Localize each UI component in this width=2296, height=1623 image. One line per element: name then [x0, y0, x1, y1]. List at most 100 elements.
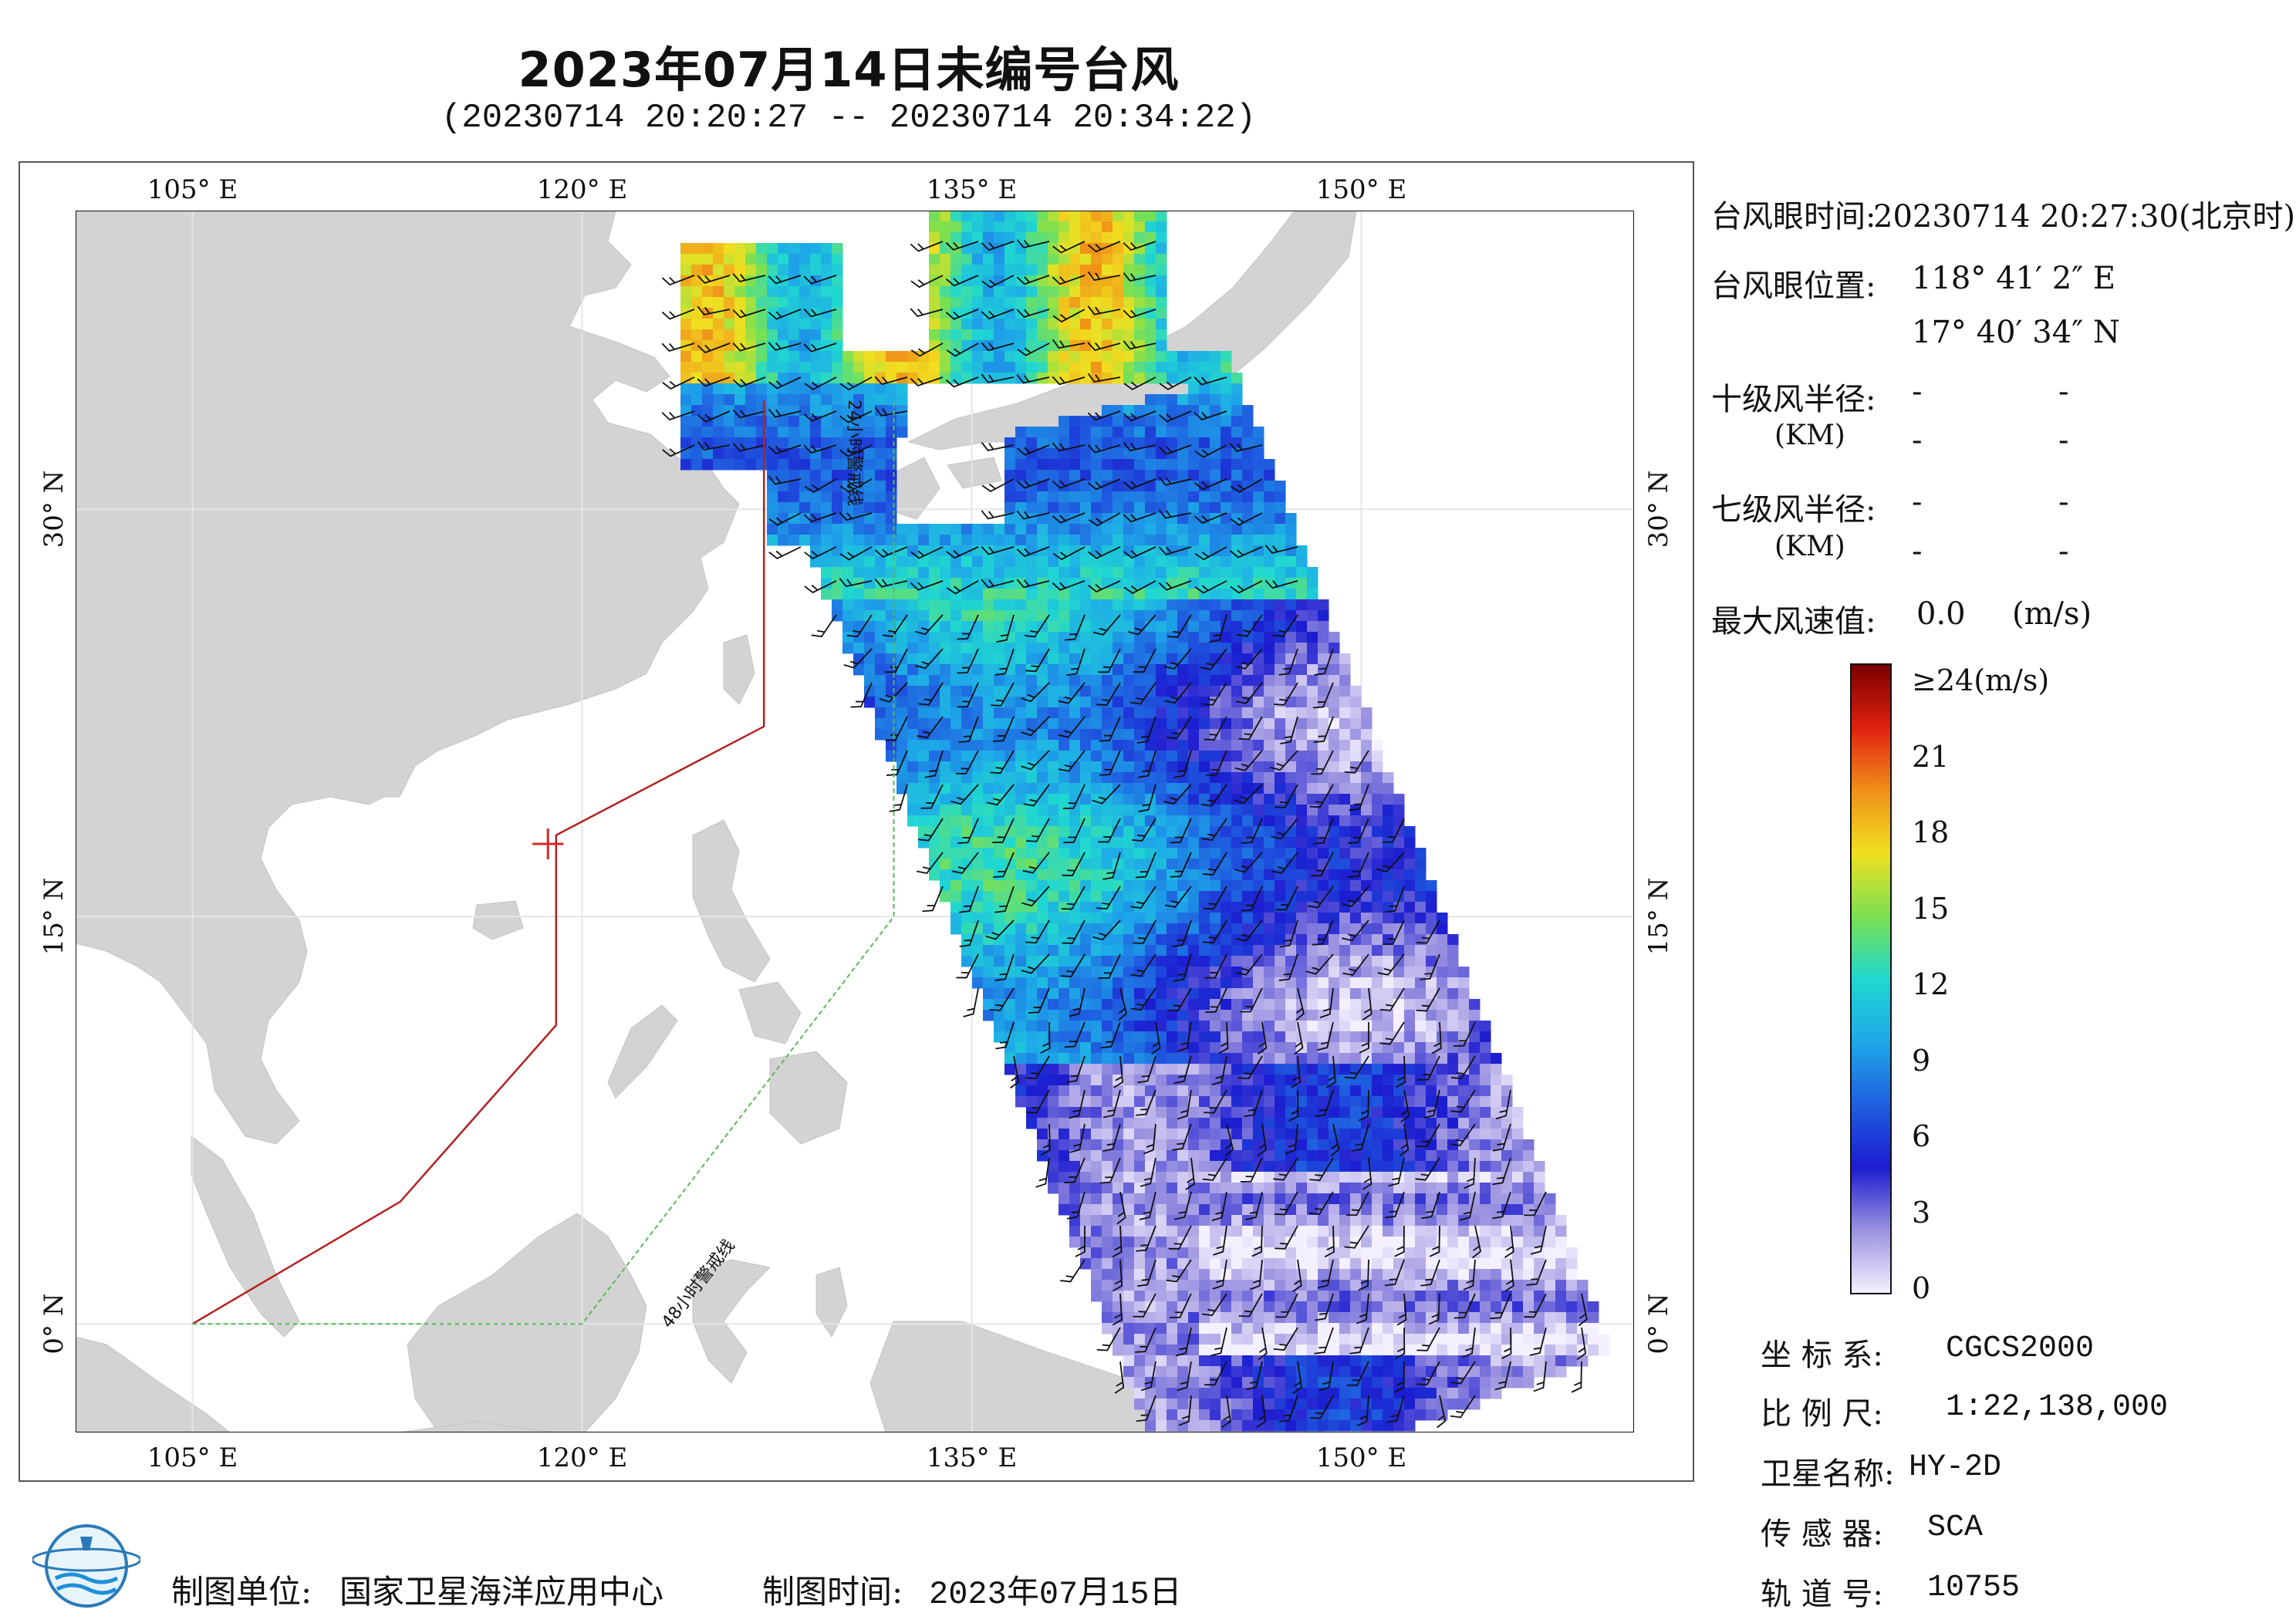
- wind-cell: [1210, 362, 1221, 373]
- wind-cell: [1393, 1129, 1405, 1140]
- wind-cell: [1069, 675, 1081, 687]
- wind-cell: [983, 329, 994, 341]
- wind-cell: [1026, 632, 1038, 643]
- wind-cell: [1426, 1323, 1437, 1335]
- wind-cell: [1393, 902, 1405, 913]
- wind-cell: [1026, 675, 1038, 687]
- wind-cell: [1296, 653, 1308, 665]
- wind-cell: [1134, 1129, 1146, 1140]
- wind-cell: [983, 599, 994, 611]
- wind-cell: [832, 319, 843, 330]
- wind-cell: [994, 632, 1005, 643]
- wind-cell: [1015, 427, 1027, 438]
- wind-cell: [680, 383, 692, 395]
- wind-cell: [853, 567, 865, 579]
- wind-cell: [1221, 632, 1232, 643]
- wind-cell: [961, 761, 973, 773]
- wind-cell: [961, 535, 973, 546]
- wind-cell: [1004, 556, 1016, 568]
- wind-cell: [788, 243, 800, 255]
- wind-cell: [1059, 351, 1070, 363]
- wind-cell: [702, 243, 714, 255]
- wind-cell: [1113, 405, 1124, 417]
- wind-cell: [1123, 1031, 1135, 1043]
- wind-cell: [994, 610, 1005, 622]
- wind-cell: [1037, 319, 1048, 330]
- wind-cell: [994, 211, 1005, 222]
- wind-cell: [1048, 329, 1059, 341]
- wind-cell: [1177, 1193, 1189, 1205]
- wind-cell: [1123, 297, 1135, 309]
- wind-cell: [1015, 837, 1027, 849]
- wind-cell: [1264, 621, 1275, 633]
- wind-cell: [1275, 1193, 1286, 1205]
- wind-cell: [1221, 772, 1232, 784]
- wind-cell: [983, 675, 994, 687]
- wind-cell: [1350, 902, 1362, 913]
- wind-cell: [1037, 783, 1048, 795]
- wind-cell: [1080, 740, 1092, 751]
- wind-cell: [1512, 1183, 1524, 1194]
- wind-cell: [1318, 1085, 1329, 1097]
- wind-cell: [1199, 761, 1210, 773]
- wind-cell: [1404, 1247, 1416, 1259]
- wind-cell: [1339, 902, 1351, 913]
- wind-cell: [1059, 254, 1070, 265]
- wind-cell: [1134, 675, 1146, 687]
- wind-cell: [1156, 643, 1167, 654]
- wind-cell: [1264, 1312, 1275, 1324]
- wind-cell: [1242, 1258, 1254, 1270]
- wind-cell: [1037, 297, 1048, 309]
- wind-cell: [907, 794, 919, 805]
- wind-cell: [1156, 1247, 1167, 1259]
- wind-cell: [702, 448, 714, 460]
- wind-cell: [1415, 1085, 1427, 1097]
- wind-cell: [1437, 1215, 1448, 1227]
- wind-cell: [1545, 1345, 1556, 1356]
- wind-cell: [1350, 826, 1362, 838]
- wind-cell: [961, 254, 973, 265]
- wind-cell: [1296, 772, 1308, 784]
- wind-cell: [907, 589, 919, 600]
- wind-cell: [1059, 729, 1070, 741]
- wind-cell: [1199, 772, 1210, 784]
- wind-cell: [1037, 567, 1048, 579]
- wind-cell: [832, 589, 843, 600]
- wind-cell: [875, 653, 886, 665]
- wind-cell: [1318, 977, 1329, 989]
- wind-cell: [1037, 578, 1048, 589]
- wind-field-map[interactable]: 24小时警戒线 48小时警戒线: [76, 211, 1634, 1432]
- wind-cell: [1307, 999, 1319, 1011]
- wind-cell: [994, 718, 1005, 730]
- wind-cell: [929, 567, 940, 579]
- wind-cell: [1221, 470, 1232, 481]
- wind-cell: [1393, 1139, 1405, 1151]
- wind-cell: [799, 351, 811, 363]
- wind-cell: [1123, 373, 1135, 384]
- wind-cell: [907, 707, 919, 719]
- wind-cell: [950, 740, 962, 751]
- wind-cell: [1415, 967, 1427, 978]
- wind-cell: [1361, 1010, 1373, 1021]
- wind-cell: [1123, 729, 1135, 741]
- wind-barb: [1123, 272, 1156, 282]
- wind-cell: [1415, 1388, 1427, 1399]
- wind-cell: [1339, 1021, 1351, 1032]
- wind-cell: [1156, 1183, 1167, 1194]
- wind-cell: [1350, 1366, 1362, 1378]
- wind-cell: [1372, 1323, 1383, 1335]
- wind-cell: [1221, 513, 1232, 525]
- wind-cell: [1156, 254, 1167, 265]
- wind-cell: [1113, 1323, 1124, 1335]
- wind-cell: [1339, 999, 1351, 1011]
- wind-cell: [886, 664, 897, 676]
- wind-cell: [1415, 1377, 1427, 1388]
- wind-cell: [1069, 1118, 1081, 1129]
- wind-cell: [1296, 1118, 1308, 1129]
- wind-cell: [1383, 945, 1394, 957]
- wind-cell: [1480, 1226, 1491, 1237]
- wind-cell: [1210, 1021, 1221, 1032]
- wind-cell: [1188, 837, 1200, 849]
- wind-cell: [1015, 567, 1027, 579]
- wind-cell: [1264, 1193, 1275, 1205]
